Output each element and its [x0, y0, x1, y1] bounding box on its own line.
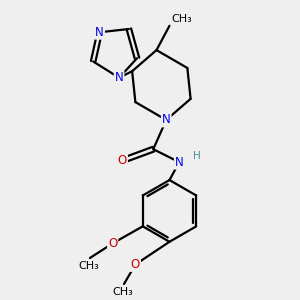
Text: N: N — [162, 113, 171, 127]
Text: O: O — [118, 154, 127, 167]
Text: N: N — [95, 26, 104, 39]
Text: O: O — [108, 237, 117, 250]
Text: CH₃: CH₃ — [171, 14, 192, 24]
Text: O: O — [131, 258, 140, 271]
Text: N: N — [175, 156, 184, 169]
Text: H: H — [193, 151, 201, 161]
Text: CH₃: CH₃ — [112, 287, 133, 297]
Text: N: N — [115, 71, 124, 84]
Text: CH₃: CH₃ — [78, 261, 99, 271]
